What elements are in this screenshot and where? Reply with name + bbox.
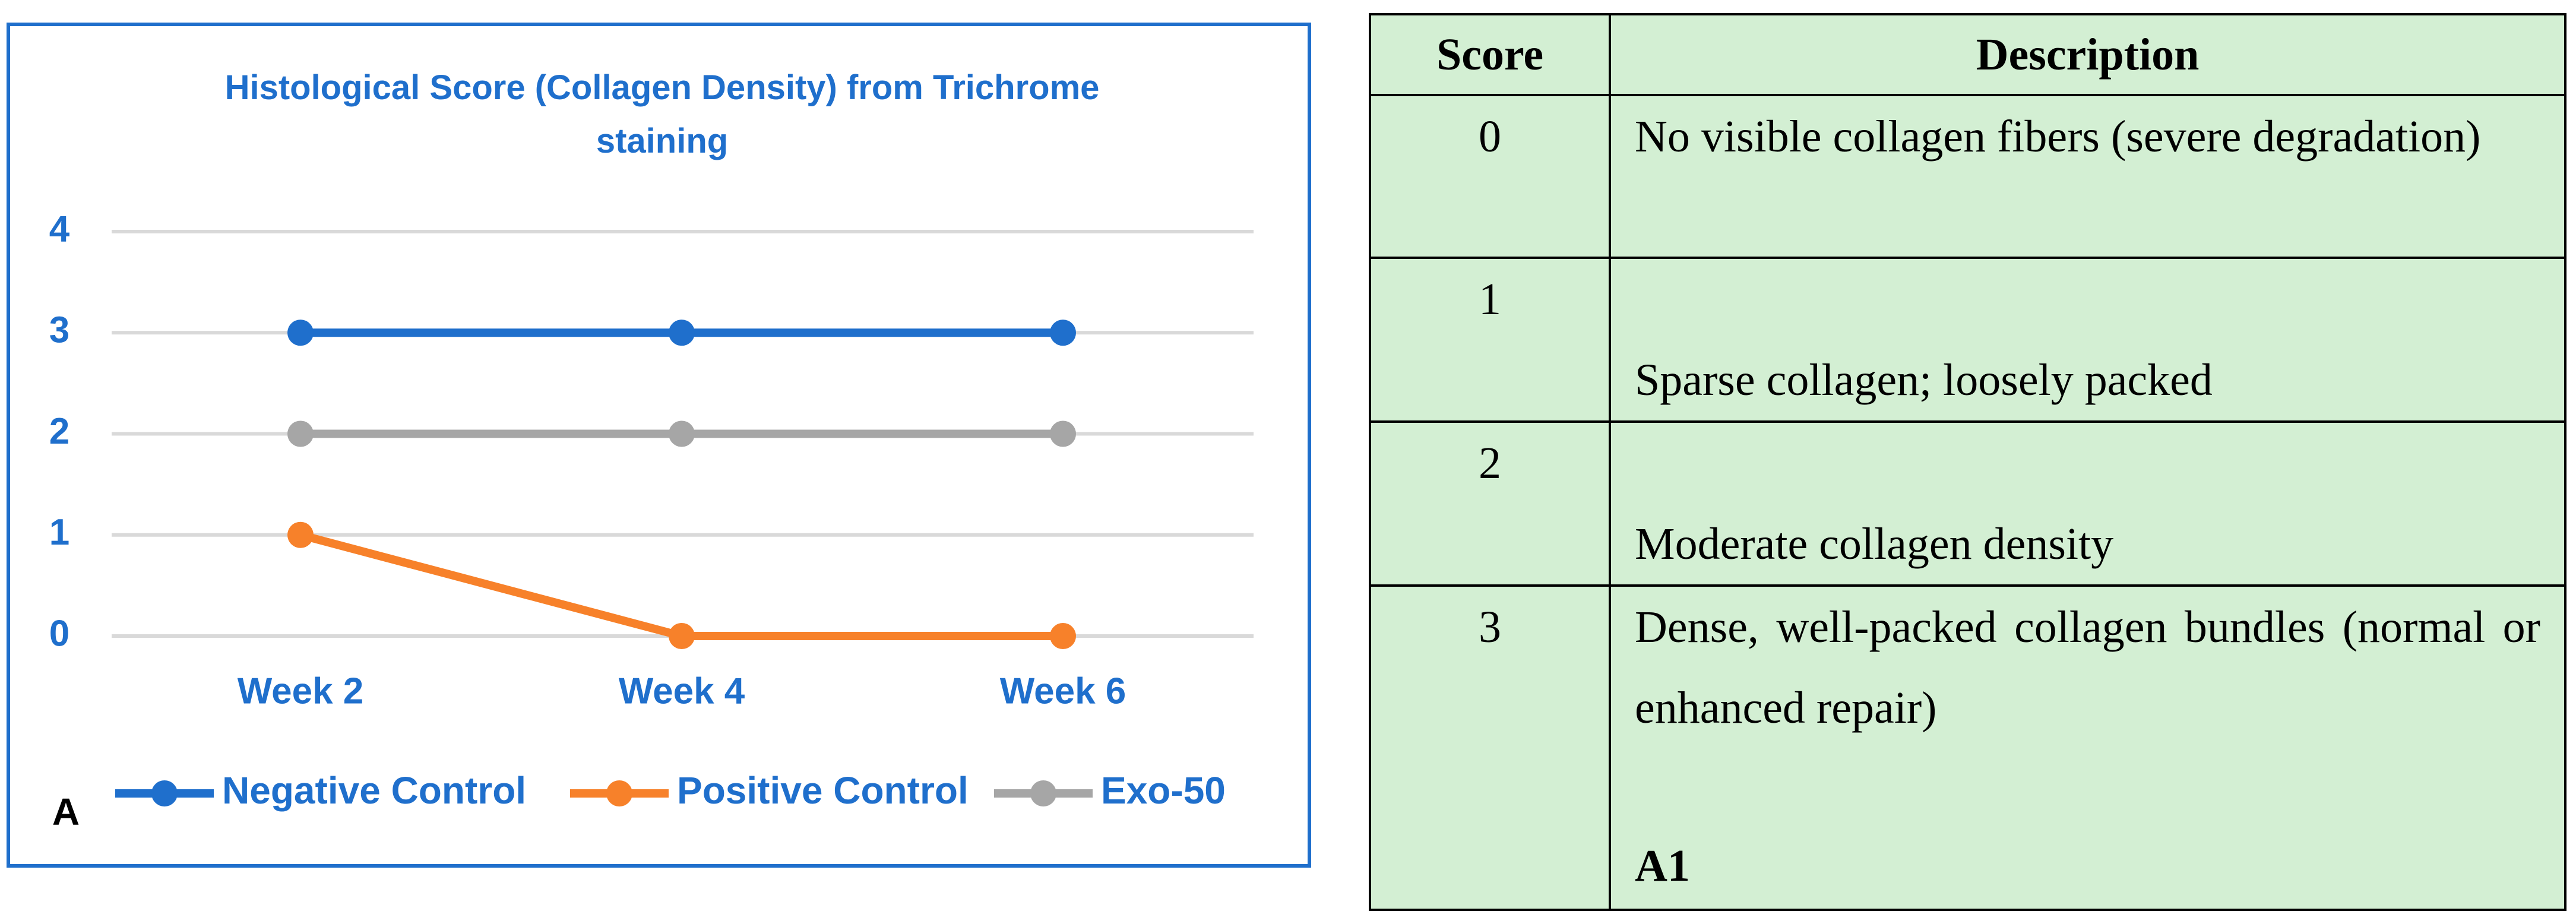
x-tick-label: Week 2 (238, 670, 364, 711)
row: 0 No visible collagen fibers (severe deg… (1369, 94, 2566, 259)
legend-swatch-marker (1030, 780, 1056, 806)
data-point (287, 521, 314, 548)
y-tick-label: 1 (49, 512, 69, 553)
description-text: Dense, well-packed collagen bundles (nor… (1635, 602, 2540, 733)
data-point (287, 420, 314, 447)
score-cell: 0 (1369, 94, 1611, 259)
x-tick-label: Week 4 (619, 670, 745, 711)
score-table: Score Description 0 No visible collagen … (1369, 13, 2566, 911)
x-tick-label: Week 6 (1000, 670, 1126, 711)
legend-label: Positive Control (677, 769, 969, 812)
y-tick-label: 3 (49, 310, 69, 351)
y-tick-label: 0 (49, 613, 69, 654)
data-point (1050, 320, 1076, 346)
score-cell: 2 (1369, 420, 1611, 587)
chart: Histological Score (Collagen Density) fr… (7, 23, 1311, 868)
data-point (1050, 623, 1076, 649)
data-point (669, 320, 695, 346)
legend-label: Exo-50 (1101, 769, 1226, 812)
panel-label: A (52, 790, 80, 833)
score-cell: 1 (1369, 257, 1611, 423)
description-cell: No visible collagen fibers (severe degra… (1609, 94, 2566, 259)
y-tick-label: 4 (49, 208, 70, 249)
row: 3 Dense, well-packed collagen bundles (n… (1369, 584, 2566, 911)
chart-title: Histological Score (Collagen Density) fr… (225, 68, 1100, 160)
description-cell: Sparse collagen; loosely packed (1609, 257, 2566, 423)
data-point (669, 623, 695, 649)
score-cell: 3 (1369, 584, 1611, 911)
row: 1 Sparse collagen; loosely packed (1369, 257, 2566, 423)
panel-label: A1 (1635, 841, 1690, 891)
legend-swatch-marker (606, 780, 632, 806)
row: 2 Moderate collagen density (1369, 420, 2566, 587)
chart-frame (7, 23, 1311, 868)
header-row: Score Description (1369, 13, 2566, 96)
data-point (287, 320, 314, 346)
data-point (669, 420, 695, 447)
legend-label: Negative Control (222, 769, 526, 812)
description-cell: Moderate collagen density (1609, 420, 2566, 587)
header-cell: Description (1609, 13, 2566, 96)
legend-swatch-marker (151, 780, 178, 806)
description-cell: Dense, well-packed collagen bundles (nor… (1609, 584, 2566, 911)
data-point (1050, 420, 1076, 447)
header-cell: Score (1369, 13, 1611, 96)
y-tick-label: 2 (49, 411, 69, 452)
